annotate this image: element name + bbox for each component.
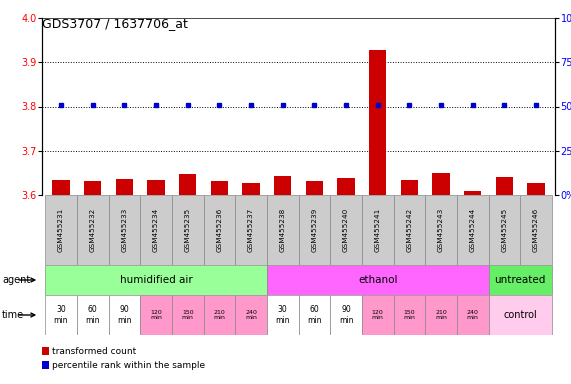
Text: 120
min: 120 min (372, 310, 384, 320)
Text: GSM455231: GSM455231 (58, 208, 64, 252)
Text: GSM455242: GSM455242 (407, 208, 412, 252)
Bar (527, 184, 545, 195)
Text: GSM455232: GSM455232 (90, 208, 96, 252)
FancyBboxPatch shape (203, 295, 235, 335)
Text: humidified air: humidified air (120, 275, 192, 285)
Text: GSM455241: GSM455241 (375, 208, 381, 252)
Text: GSM455240: GSM455240 (343, 208, 349, 252)
Text: ethanol: ethanol (358, 275, 397, 285)
FancyBboxPatch shape (457, 195, 489, 265)
Text: GSM455236: GSM455236 (216, 208, 222, 252)
FancyBboxPatch shape (425, 295, 457, 335)
FancyBboxPatch shape (45, 195, 77, 265)
Bar (464, 192, 481, 195)
FancyBboxPatch shape (140, 195, 172, 265)
FancyBboxPatch shape (393, 195, 425, 265)
FancyBboxPatch shape (77, 195, 108, 265)
Text: untreated: untreated (494, 275, 546, 285)
FancyBboxPatch shape (267, 195, 299, 265)
Text: 120
min: 120 min (150, 310, 162, 320)
FancyBboxPatch shape (330, 295, 362, 335)
Text: 30
min: 30 min (275, 305, 290, 325)
Text: transformed count: transformed count (53, 346, 136, 356)
Text: GSM455239: GSM455239 (311, 208, 317, 252)
FancyBboxPatch shape (45, 265, 267, 295)
FancyBboxPatch shape (172, 195, 203, 265)
FancyBboxPatch shape (45, 295, 77, 335)
Text: GSM455243: GSM455243 (438, 208, 444, 252)
Text: 240
min: 240 min (467, 310, 478, 320)
Text: time: time (2, 310, 24, 320)
FancyBboxPatch shape (299, 295, 330, 335)
Text: 210
min: 210 min (214, 310, 226, 320)
Text: GDS3707 / 1637706_at: GDS3707 / 1637706_at (42, 17, 188, 30)
FancyBboxPatch shape (267, 265, 489, 295)
Bar (179, 174, 196, 195)
FancyBboxPatch shape (520, 195, 552, 265)
Text: 240
min: 240 min (245, 310, 257, 320)
FancyBboxPatch shape (108, 295, 140, 335)
FancyBboxPatch shape (235, 195, 267, 265)
Text: percentile rank within the sample: percentile rank within the sample (53, 361, 206, 369)
Text: GSM455233: GSM455233 (121, 208, 127, 252)
Text: 60
min: 60 min (307, 305, 321, 325)
Bar (496, 177, 513, 195)
Bar (53, 180, 70, 195)
Text: GSM455246: GSM455246 (533, 208, 539, 252)
Text: GSM455234: GSM455234 (153, 208, 159, 252)
FancyBboxPatch shape (203, 195, 235, 265)
Text: GSM455244: GSM455244 (470, 208, 476, 252)
Bar (369, 50, 387, 195)
FancyBboxPatch shape (457, 295, 489, 335)
Text: 150
min: 150 min (182, 310, 194, 320)
FancyBboxPatch shape (393, 295, 425, 335)
FancyBboxPatch shape (489, 265, 552, 295)
Bar (401, 180, 418, 195)
FancyBboxPatch shape (108, 195, 140, 265)
Bar (242, 183, 260, 195)
Text: GSM455237: GSM455237 (248, 208, 254, 252)
FancyBboxPatch shape (362, 295, 393, 335)
Bar (84, 181, 102, 195)
Text: GSM455235: GSM455235 (184, 208, 191, 252)
Text: control: control (503, 310, 537, 320)
FancyBboxPatch shape (235, 295, 267, 335)
Text: GSM455238: GSM455238 (280, 208, 286, 252)
Bar (115, 179, 133, 195)
FancyBboxPatch shape (267, 295, 299, 335)
FancyBboxPatch shape (425, 195, 457, 265)
Bar (274, 175, 291, 195)
Bar (337, 178, 355, 195)
Bar (147, 179, 164, 195)
FancyBboxPatch shape (299, 195, 330, 265)
Bar (211, 181, 228, 195)
Text: 210
min: 210 min (435, 310, 447, 320)
FancyBboxPatch shape (172, 295, 203, 335)
FancyBboxPatch shape (330, 195, 362, 265)
Bar (305, 181, 323, 195)
Text: 150
min: 150 min (403, 310, 415, 320)
FancyBboxPatch shape (489, 195, 520, 265)
FancyBboxPatch shape (489, 295, 552, 335)
Text: 90
min: 90 min (117, 305, 131, 325)
Text: 60
min: 60 min (86, 305, 100, 325)
FancyBboxPatch shape (140, 295, 172, 335)
Text: 90
min: 90 min (339, 305, 353, 325)
Text: 30
min: 30 min (54, 305, 69, 325)
Text: agent: agent (2, 275, 30, 285)
FancyBboxPatch shape (362, 195, 393, 265)
FancyBboxPatch shape (77, 295, 108, 335)
Bar (432, 173, 450, 195)
Text: GSM455245: GSM455245 (501, 208, 507, 252)
